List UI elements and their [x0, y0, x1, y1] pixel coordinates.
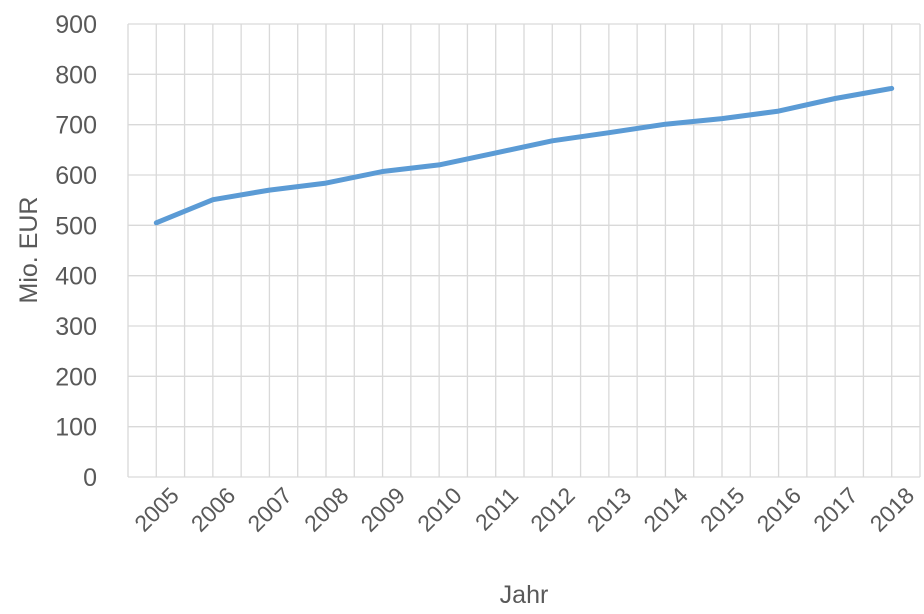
y-tick-label: 100: [55, 414, 97, 442]
series-layer: [153, 85, 895, 226]
y-tick-label: 800: [55, 61, 97, 89]
x-tick-label: 2010: [412, 482, 467, 537]
x-tick-label: 2011: [470, 482, 523, 535]
x-tick-label: 2016: [752, 482, 807, 537]
y-tick-label: 500: [55, 212, 97, 240]
x-tick-label: 2013: [582, 482, 637, 537]
x-tick-label: 2007: [242, 482, 297, 537]
y-tick-label: 200: [55, 363, 97, 391]
x-tick-label: 2005: [129, 482, 184, 537]
x-axis-label: Jahr: [500, 581, 549, 609]
x-tick-label: 2015: [695, 482, 750, 537]
x-tick-label: 2017: [808, 482, 863, 537]
series-line: [153, 85, 895, 226]
x-tick-label: 2006: [186, 482, 241, 537]
y-tick-label: 0: [83, 464, 97, 492]
y-tick-label: 900: [55, 11, 97, 39]
y-tick-label: 400: [55, 263, 97, 291]
y-tick-label: 700: [55, 112, 97, 140]
x-tick-label: 2009: [356, 482, 411, 537]
y-axis-label: Mio. EUR: [15, 197, 43, 304]
x-tick-label: 2012: [525, 482, 580, 537]
x-tick-label: 2014: [638, 482, 693, 537]
x-tick-label: 2008: [299, 482, 354, 537]
x-axis-ticks: 2005 2006 2007 2008 2009 2010 2011 2012 2013 2014…: [129, 482, 919, 537]
y-axis-ticks: 0 100 200 300 400 500 600 700 800 900: [55, 11, 97, 492]
x-tick-label: 2018: [865, 482, 920, 537]
y-tick-label: 600: [55, 162, 97, 190]
grid: [127, 23, 921, 478]
y-tick-label: 300: [55, 313, 97, 341]
